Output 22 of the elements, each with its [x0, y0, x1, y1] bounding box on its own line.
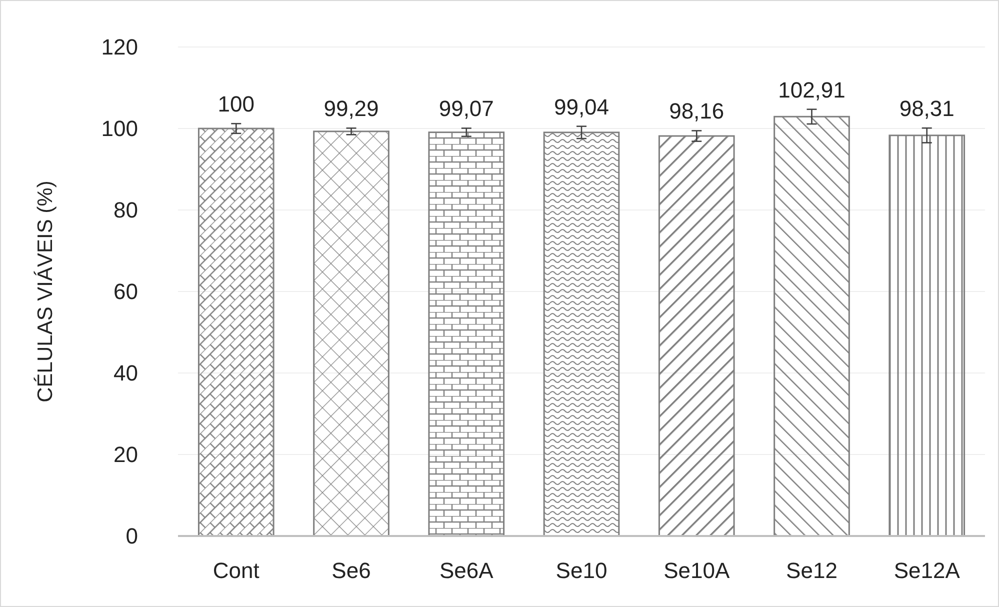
data-label: 98,16: [669, 98, 724, 124]
x-tick-label: Se10: [556, 558, 608, 583]
data-label: 99,29: [324, 96, 379, 122]
data-label: 98,31: [899, 96, 954, 122]
y-tick-label: 0: [126, 524, 138, 549]
x-tick-label: Cont: [212, 558, 260, 583]
y-tick-label: 60: [114, 279, 138, 304]
data-label: 99,04: [554, 94, 610, 120]
y-tick-label: 40: [114, 360, 138, 386]
y-tick-label: 80: [114, 198, 138, 223]
y-tick-label: 120: [101, 34, 138, 60]
x-tick-label: Se12: [786, 558, 838, 583]
x-tick-label: Se6: [332, 558, 371, 583]
data-label: 100: [218, 92, 254, 117]
data-label: 102,91: [778, 77, 846, 102]
y-tick-label: 20: [114, 442, 138, 468]
y-axis-title: CÉLULAS VIÁVEIS (%): [33, 180, 57, 402]
y-tick-label: 100: [101, 116, 138, 142]
x-tick-label: Se10A: [664, 558, 730, 583]
data-label: 99,07: [438, 96, 494, 122]
x-tick-label: Se12A: [894, 558, 960, 583]
x-tick-label: Se6A: [439, 558, 494, 583]
